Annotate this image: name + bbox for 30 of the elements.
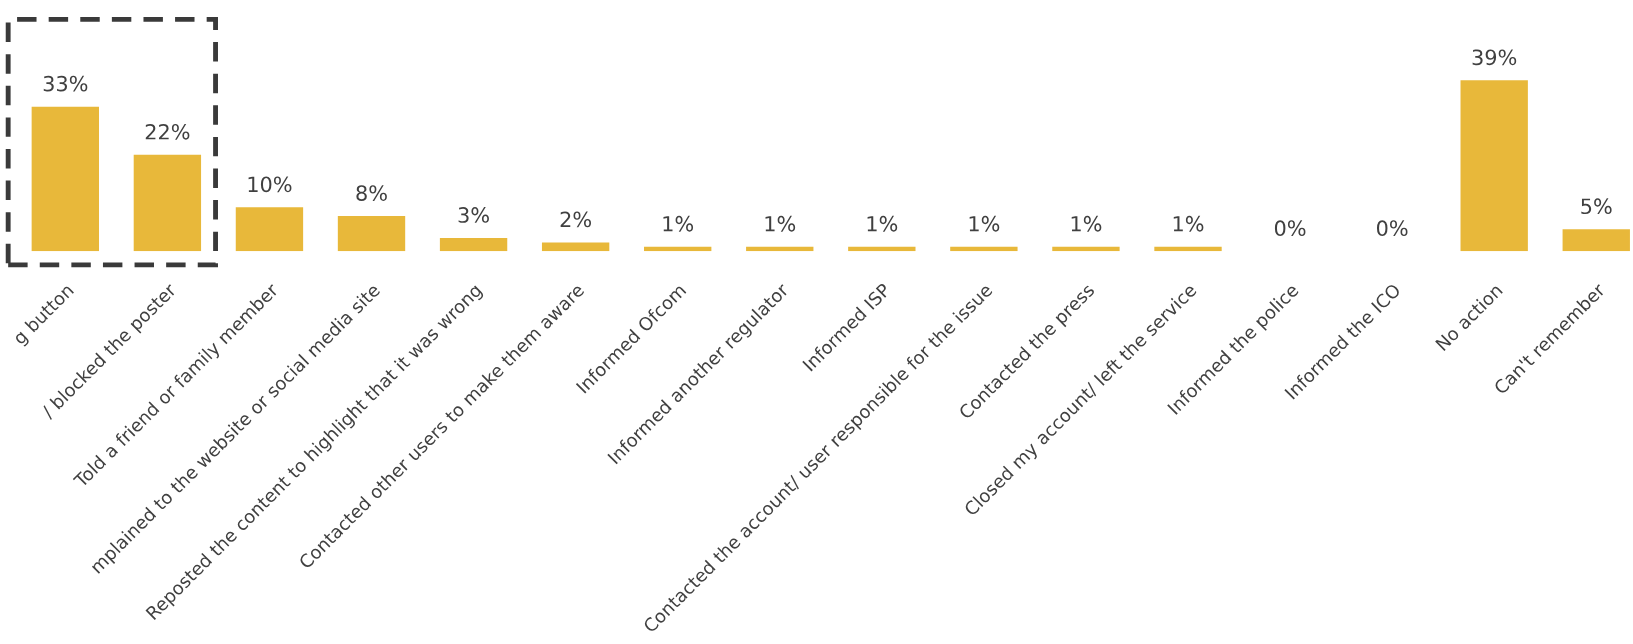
data-label: 8% <box>356 185 387 201</box>
bar <box>439 238 508 252</box>
data-label: 1% <box>1173 215 1204 232</box>
bar <box>133 154 202 252</box>
data-label: 0% <box>1274 220 1306 237</box>
data-label: 2% <box>560 211 592 228</box>
data-label: 1% <box>765 215 796 232</box>
bar <box>746 246 814 252</box>
data-label: 0% <box>1376 220 1408 237</box>
data-label: 10% <box>248 176 292 193</box>
data-label: 5% <box>1581 198 1612 215</box>
data-label: 3% <box>458 207 489 223</box>
data-label: 1% <box>1071 215 1102 232</box>
bar <box>541 242 610 252</box>
bar <box>848 246 916 252</box>
bar <box>31 106 99 252</box>
data-label: 1% <box>969 215 1000 232</box>
data-label: 1% <box>867 215 898 232</box>
bar <box>1154 246 1222 252</box>
bar <box>1460 80 1528 252</box>
data-label: 22% <box>145 123 190 140</box>
data-label: 33% <box>43 75 88 92</box>
data-label: 39% <box>1472 49 1517 66</box>
bar <box>1562 229 1630 252</box>
bar <box>1052 246 1120 252</box>
data-label: 1% <box>663 215 694 232</box>
bar <box>235 207 304 252</box>
bar <box>950 246 1018 252</box>
bar <box>644 246 712 252</box>
bar <box>337 216 406 252</box>
